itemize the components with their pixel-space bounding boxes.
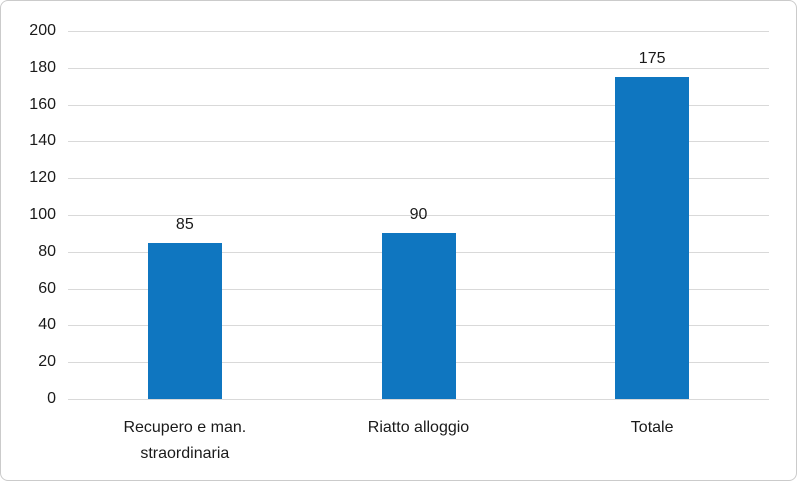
gridline [68, 67, 769, 69]
bar-value-label: 90 [409, 206, 428, 224]
gridline [68, 215, 769, 216]
bar-value-label: 175 [638, 50, 666, 67]
gridline [68, 104, 769, 106]
y-axis-tick-label: 80 [38, 242, 56, 260]
y-axis-tick-label: 40 [38, 316, 56, 334]
x-axis-category-label: Riatto alloggio [367, 419, 470, 436]
y-axis-tick-label: 0 [47, 390, 56, 407]
y-axis-tick-label: 180 [29, 58, 56, 76]
y-axis-tick-label: 60 [38, 279, 56, 297]
y-axis-tick-label: 20 [38, 353, 56, 371]
bar-3 [615, 77, 690, 399]
gridline [68, 178, 769, 180]
bar-2 [381, 233, 456, 399]
gridline [68, 399, 769, 400]
y-axis-tick-label: 120 [29, 169, 56, 187]
y-axis-tick-label: 140 [29, 132, 56, 150]
x-axis-category-label: Totale [630, 419, 674, 436]
plot-area: 85 90 175 [68, 31, 769, 400]
bar-value-label: 85 [175, 215, 194, 233]
bar-1 [147, 242, 222, 399]
y-axis-tick-label: 200 [29, 22, 56, 39]
gridline [68, 31, 769, 32]
x-axis-category-label: Recupero e man. straordinaria [123, 419, 247, 462]
y-axis-tick-label: 160 [29, 95, 56, 113]
gridline [68, 141, 769, 143]
y-axis-tick-label: 100 [29, 206, 56, 223]
